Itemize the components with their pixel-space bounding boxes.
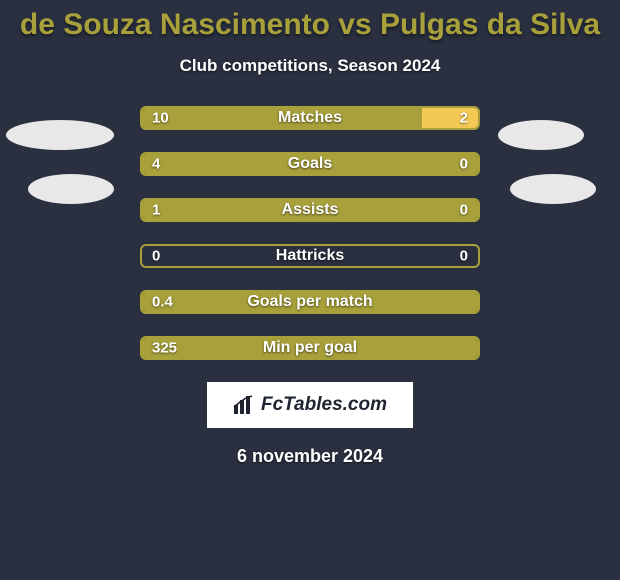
stat-value-right: 0 [460,156,468,173]
site-badge: FcTables.com [207,382,413,428]
site-badge-text: FcTables.com [261,394,387,416]
stat-label: Assists [282,201,339,219]
date-text: 6 november 2024 [0,446,620,467]
stat-value-left: 10 [152,110,169,127]
stat-row: 0.4 Goals per match [140,290,480,314]
stat-row: 1 0 Assists [140,198,480,222]
stat-value-left: 4 [152,156,160,173]
stat-label: Matches [278,109,342,127]
stat-label: Goals per match [247,293,372,311]
stat-value-right: 2 [460,110,468,127]
stat-value-left: 0 [152,248,160,265]
right-player-avatar [510,174,596,204]
bars-icon [233,395,255,415]
stat-label: Min per goal [263,339,357,357]
stat-value-left: 1 [152,202,160,219]
stat-label: Goals [288,155,332,173]
stat-value-left: 325 [152,340,177,357]
stat-bar-right [422,108,478,128]
comparison-title: de Souza Nascimento vs Pulgas da Silva [0,0,620,42]
stat-row: 10 2 Matches [140,106,480,130]
stat-row: 4 0 Goals [140,152,480,176]
subtitle: Club competitions, Season 2024 [0,56,620,76]
stat-value-right: 0 [460,248,468,265]
left-player-avatar [6,120,114,150]
stat-row: 325 Min per goal [140,336,480,360]
right-player-avatar [498,120,584,150]
stat-value-right: 0 [460,202,468,219]
stat-row: 0 0 Hattricks [140,244,480,268]
stat-value-left: 0.4 [152,294,173,311]
left-player-avatar [28,174,114,204]
stat-label: Hattricks [276,247,344,265]
